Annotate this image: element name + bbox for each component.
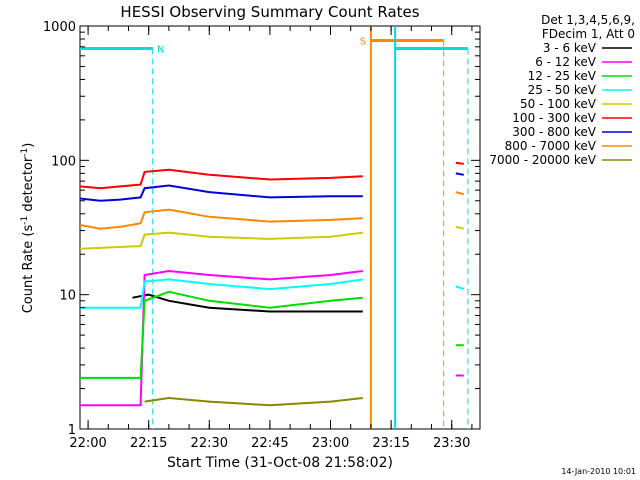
legend: Det 1,3,4,5,6,9, FDecim 1, Att 0 3 - 6 k… (489, 13, 635, 167)
legend-label-0: 3 - 6 keV (543, 41, 597, 55)
footer-timestamp: 14-Jan-2010 10:01 (561, 467, 636, 476)
legend-label-7: 800 - 7000 keV (505, 139, 597, 153)
x-axis-ticks: 22:00 22:15 22:30 22:45 23:00 23:15 23:30 (69, 26, 473, 451)
legend-label-6: 300 - 800 keV (512, 125, 596, 139)
y-axis-label-mid: detector (21, 156, 36, 216)
legend-label-4: 50 - 100 keV (520, 97, 597, 111)
x-tick-label-3: 22:45 (251, 436, 288, 451)
y-axis-label-main: Count Rate (s (21, 225, 36, 314)
series-line-3 (80, 278, 465, 309)
series-line-8 (144, 396, 363, 407)
legend-header-line-2: FDecim 1, Att 0 (542, 27, 635, 41)
series-line-6 (79, 172, 464, 202)
annotation-label-1: S (360, 36, 366, 47)
y-tick-label-2: 100 (51, 154, 76, 169)
legend-label-2: 12 - 25 keV (528, 69, 597, 83)
series-line-0 (132, 293, 363, 313)
annotations: NS (80, 26, 469, 429)
y-tick-label-0: 1 (68, 423, 76, 438)
series-line-7 (79, 191, 465, 230)
x-tick-label-6: 23:30 (433, 436, 470, 451)
plot-frame (79, 25, 481, 430)
y-axis-label-end: ) (21, 143, 36, 148)
y-axis-label: Count Rate (s-1 detector-1) (20, 143, 36, 314)
series-line-1 (80, 269, 464, 407)
y-tick-label-1: 10 (59, 289, 76, 304)
chart-title: HESSI Observing Summary Count Rates (120, 3, 419, 21)
legend-header-line-1: Det 1,3,4,5,6,9, (541, 13, 635, 27)
legend-label-3: 25 - 50 keV (528, 83, 597, 97)
annotation-label-0: N (157, 44, 164, 55)
x-tick-label-0: 22:00 (69, 436, 106, 451)
series-line-5 (79, 161, 464, 190)
y-axis-ticks: 1 10 100 1000 (43, 20, 480, 438)
legend-label-8: 7000 - 20000 keV (489, 153, 596, 167)
series-group (79, 161, 465, 407)
y-tick-label-3: 1000 (43, 20, 76, 35)
legend-label-5: 100 - 300 keV (512, 111, 596, 125)
x-axis-label: Start Time (31-Oct-08 21:58:02) (167, 455, 393, 471)
x-tick-label-2: 22:30 (191, 436, 228, 451)
legend-label-1: 6 - 12 keV (535, 55, 597, 69)
x-tick-label-4: 23:00 (312, 436, 349, 451)
x-tick-label-1: 22:15 (130, 436, 167, 451)
x-tick-label-5: 23:15 (372, 436, 409, 451)
y-axis-label-sup1: -1 (20, 216, 30, 225)
series-line-2 (80, 290, 464, 379)
y-axis-label-sup2: -1 (20, 148, 30, 157)
series-line-4 (79, 225, 465, 250)
